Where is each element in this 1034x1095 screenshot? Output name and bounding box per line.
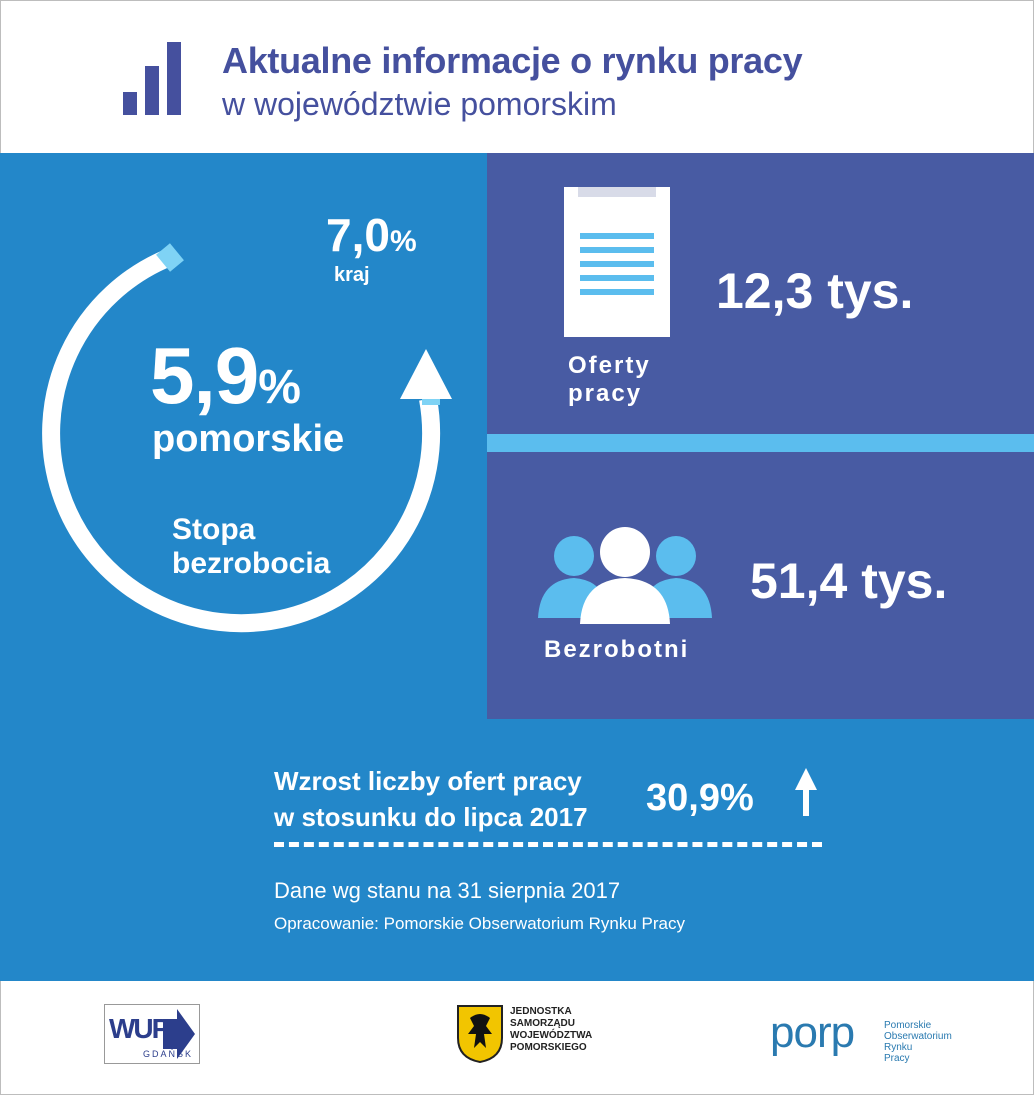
pomorskie-coat-of-arms-icon [457, 1005, 503, 1064]
porp-logo-subtext: Pomorskie Obserwatorium Rynku Pracy [884, 1020, 952, 1064]
national-rate-value: 7,0 [326, 209, 390, 261]
circular-arrow-icon [42, 243, 452, 633]
offers-label-line1: Oferty [568, 352, 651, 379]
growth-label-line1: Wzrost liczby ofert pracy [274, 766, 582, 796]
date-note: Dane wg stanu na 31 sierpnia 2017 [274, 878, 621, 903]
regional-rate: 5,9% [150, 330, 301, 422]
wup-logo-subtext: GDAŃSK [143, 1049, 194, 1059]
wup-logo: WUP GDAŃSK [104, 1004, 200, 1064]
page-title: Aktualne informacje o rynku pracy [222, 40, 803, 81]
dashed-divider [274, 842, 822, 847]
jst-line-1: JEDNOSTKA [510, 1006, 572, 1017]
bar-chart-icon [123, 42, 181, 115]
unemployment-caption-line2: bezrobocia [172, 547, 331, 580]
people-icon [538, 527, 712, 624]
regional-rate-value: 5,9 [150, 331, 259, 420]
national-rate: 7,0% [326, 208, 417, 262]
porp-line-4: Pracy [884, 1053, 910, 1064]
unemployed-label: Bezrobotni [544, 636, 690, 663]
jst-line-3: WOJEWÓDZTWA [510, 1030, 593, 1041]
unemployment-caption-line1: Stopa [172, 513, 256, 546]
growth-label: Wzrost liczby ofert pracy w stosunku do … [274, 763, 588, 835]
jst-line-2: SAMORZĄDU [510, 1018, 575, 1029]
up-arrow-icon [795, 768, 817, 816]
document-icon [564, 187, 670, 337]
porp-line-3: Rynku [884, 1042, 913, 1053]
page-subtitle: w województwie pomorskim [222, 86, 617, 122]
panel-divider [487, 434, 1034, 452]
wup-arrow-icon [163, 1009, 195, 1059]
unemployed-value: 51,4 tys. [750, 553, 948, 609]
national-label: kraj [334, 264, 370, 286]
porp-logo: porp [770, 1008, 855, 1057]
unemployment-caption: Stopa bezrobocia [172, 513, 330, 581]
regional-label: pomorskie [152, 418, 345, 460]
regional-rate-unit: % [258, 361, 301, 414]
porp-line-2: Obserwatorium [884, 1031, 952, 1042]
offers-label: Oferty pracy [568, 352, 651, 408]
offers-value: 12,3 tys. [716, 263, 914, 319]
source-note: Opracowanie: Pomorskie Obserwatorium Ryn… [274, 914, 685, 933]
wup-logo-text: WUP [109, 1013, 170, 1044]
growth-value: 30,9% [646, 777, 754, 819]
porp-line-1: Pomorskie [884, 1020, 932, 1031]
jst-logo-text: JEDNOSTKA SAMORZĄDU WOJEWÓDZTWA POMORSKI… [510, 1006, 592, 1054]
growth-label-line2: w stosunku do lipca 2017 [274, 802, 588, 832]
national-rate-unit: % [389, 225, 417, 258]
offers-label-line2: pracy [568, 380, 643, 407]
jst-line-4: POMORSKIEGO [510, 1042, 587, 1053]
